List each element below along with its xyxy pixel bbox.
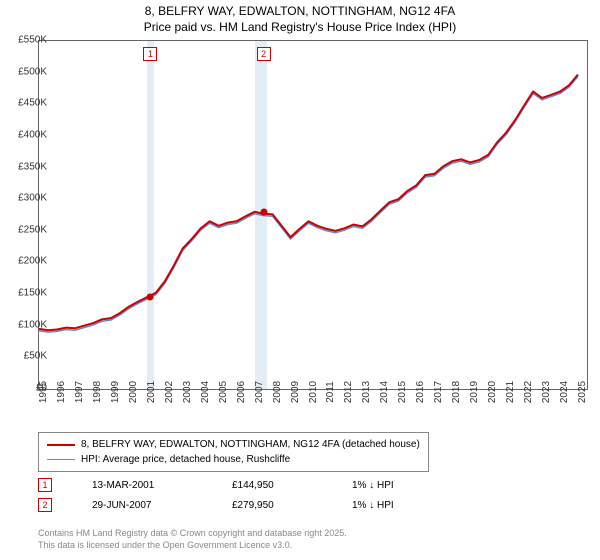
y-tick-label: £400K [7,129,47,140]
transaction-date: 13-MAR-2001 [92,480,192,491]
x-tick-label: 2006 [236,381,247,403]
series-property [39,75,578,331]
series-hpi [39,76,578,332]
x-tick-label: 2002 [164,381,175,403]
footer-line1: Contains HM Land Registry data © Crown c… [38,528,347,540]
x-tick-label: 2000 [128,381,139,403]
x-tick-label: 2025 [577,381,588,403]
x-tick-label: 2012 [343,381,354,403]
transaction-delta: 1% ↓ HPI [352,500,394,511]
x-tick-label: 1999 [110,381,121,403]
x-tick-label: 1996 [56,381,67,403]
x-tick-label: 2004 [200,381,211,403]
x-tick-label: 1998 [92,381,103,403]
x-tick-label: 2014 [379,381,390,403]
transaction-marker: 1 [38,478,52,492]
y-tick-label: £250K [7,224,47,235]
y-tick-label: £150K [7,288,47,299]
chart-title: 8, BELFRY WAY, EDWALTON, NOTTINGHAM, NG1… [0,0,600,35]
x-tick-label: 2024 [559,381,570,403]
y-tick-label: £50K [7,351,47,362]
legend-swatch [47,459,75,461]
transaction-price: £144,950 [232,480,312,491]
x-tick-label: 2001 [146,381,157,403]
legend: 8, BELFRY WAY, EDWALTON, NOTTINGHAM, NG1… [38,432,429,472]
transaction-row: 2 29-JUN-2007 £279,950 1% ↓ HPI [38,498,394,512]
x-tick-label: 2013 [361,381,372,403]
x-tick-label: 2010 [308,381,319,403]
x-tick-label: 2011 [325,381,336,403]
legend-row: HPI: Average price, detached house, Rush… [47,452,420,467]
sale-point [147,294,154,301]
x-tick-label: 2020 [487,381,498,403]
x-tick-label: 2023 [541,381,552,403]
plot-area: 12 [38,40,588,390]
x-tick-label: 2003 [182,381,193,403]
y-tick-label: £200K [7,256,47,267]
x-tick-label: 1997 [74,381,85,403]
y-tick-label: £350K [7,161,47,172]
x-tick-label: 2008 [272,381,283,403]
transaction-date: 29-JUN-2007 [92,500,192,511]
chart-container: 8, BELFRY WAY, EDWALTON, NOTTINGHAM, NG1… [0,0,600,560]
x-tick-label: 2007 [254,381,265,403]
footer: Contains HM Land Registry data © Crown c… [38,528,347,551]
y-tick-label: £450K [7,98,47,109]
transaction-row: 1 13-MAR-2001 £144,950 1% ↓ HPI [38,478,394,492]
legend-swatch [47,444,75,446]
y-tick-label: £550K [7,35,47,46]
x-tick-label: 2016 [415,381,426,403]
y-tick-label: £500K [7,66,47,77]
plot-svg [39,41,587,389]
title-line1: 8, BELFRY WAY, EDWALTON, NOTTINGHAM, NG1… [0,4,600,20]
x-tick-label: 2015 [397,381,408,403]
x-tick-label: 2021 [505,381,516,403]
plot-marker: 1 [143,47,157,61]
transaction-delta: 1% ↓ HPI [352,480,394,491]
x-tick-label: 2009 [290,381,301,403]
x-tick-label: 2022 [523,381,534,403]
legend-row: 8, BELFRY WAY, EDWALTON, NOTTINGHAM, NG1… [47,437,420,452]
footer-line2: This data is licensed under the Open Gov… [38,540,347,552]
transaction-marker: 2 [38,498,52,512]
y-tick-label: £300K [7,193,47,204]
y-tick-label: £100K [7,319,47,330]
sale-point [260,208,267,215]
x-tick-label: 2017 [433,381,444,403]
legend-label: HPI: Average price, detached house, Rush… [81,452,290,467]
title-line2: Price paid vs. HM Land Registry's House … [0,20,600,36]
plot-marker: 2 [257,47,271,61]
legend-label: 8, BELFRY WAY, EDWALTON, NOTTINGHAM, NG1… [81,437,420,452]
x-tick-label: 2019 [469,381,480,403]
x-tick-label: 2018 [451,381,462,403]
x-tick-label: 2005 [218,381,229,403]
x-tick-label: 1995 [38,381,49,403]
transaction-price: £279,950 [232,500,312,511]
